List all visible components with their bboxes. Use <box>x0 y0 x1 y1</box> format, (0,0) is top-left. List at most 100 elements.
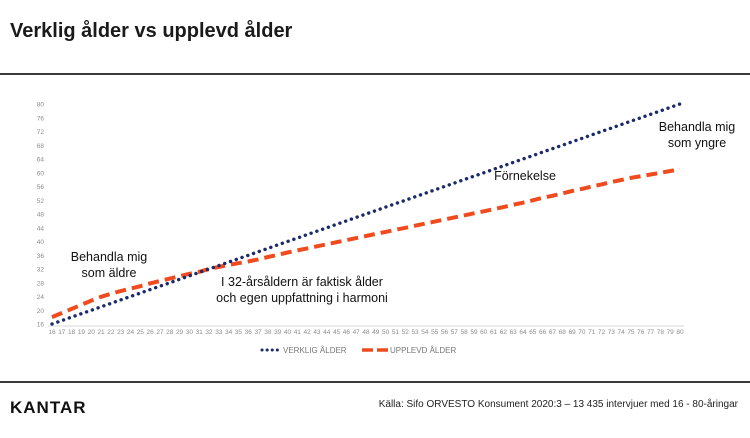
x-tick-label: 31 <box>196 329 204 336</box>
annotation-harmoni: I 32-årsåldern är faktisk ålder och egen … <box>216 275 388 305</box>
x-tick-label: 49 <box>372 329 380 336</box>
x-tick-label: 43 <box>313 329 321 336</box>
source-note: Källa: Sifo ORVESTO Konsument 2020:3 – 1… <box>378 399 738 410</box>
x-tick-label: 35 <box>235 329 243 336</box>
header-divider <box>0 73 750 75</box>
x-tick-label: 45 <box>333 329 341 336</box>
x-tick-label: 80 <box>676 329 684 336</box>
x-tick-label: 48 <box>362 329 370 336</box>
x-tick-label: 63 <box>510 329 518 336</box>
page-title: Verklig ålder vs upplevd ålder <box>10 20 293 42</box>
y-tick-label: 28 <box>37 280 45 287</box>
legend-label: VERKLIG ÅLDER <box>283 346 347 355</box>
series-line-upplevd <box>51 167 681 319</box>
x-tick-label: 61 <box>490 329 498 336</box>
x-tick-label: 32 <box>205 329 213 336</box>
x-tick-label: 46 <box>343 329 351 336</box>
x-tick-label: 29 <box>176 329 184 336</box>
y-tick-label: 48 <box>37 212 45 219</box>
x-axis: 16 17 18 19 20 21 22 23 24 25 26 27 28 29 30 31 32 33 34 35… <box>48 325 684 336</box>
x-tick-label: 55 <box>431 329 439 336</box>
x-tick-label: 52 <box>402 329 410 336</box>
y-tick-label: 16 <box>37 322 45 329</box>
x-tick-label: 51 <box>392 329 400 336</box>
y-tick-label: 32 <box>37 267 45 274</box>
x-tick-label: 72 <box>598 329 606 336</box>
x-tick-label: 56 <box>441 329 449 336</box>
x-tick-label: 69 <box>568 329 576 336</box>
y-tick-label: 20 <box>37 308 45 315</box>
y-tick-label: 24 <box>37 294 45 301</box>
x-tick-label: 40 <box>284 329 292 336</box>
y-tick-label: 44 <box>37 225 45 232</box>
x-tick-label: 44 <box>323 329 331 336</box>
x-tick-label: 77 <box>647 329 655 336</box>
x-tick-label: 25 <box>137 329 145 336</box>
x-tick-label: 76 <box>637 329 645 336</box>
y-tick-label: 80 <box>37 102 45 109</box>
x-tick-label: 60 <box>480 329 488 336</box>
x-tick-label: 39 <box>274 329 282 336</box>
y-tick-label: 60 <box>37 170 45 177</box>
x-tick-label: 75 <box>627 329 635 336</box>
y-tick-label: 36 <box>37 253 45 260</box>
x-tick-label: 18 <box>68 329 76 336</box>
series-layer <box>50 102 682 326</box>
x-tick-label: 66 <box>539 329 547 336</box>
x-tick-label: 30 <box>186 329 194 336</box>
x-tick-label: 68 <box>559 329 567 336</box>
x-tick-label: 37 <box>254 329 262 336</box>
x-tick-label: 26 <box>147 329 155 336</box>
x-tick-label: 70 <box>578 329 586 336</box>
x-tick-label: 73 <box>608 329 616 336</box>
kantar-logo: KANTAR <box>10 398 87 417</box>
y-tick-label: 56 <box>37 184 45 191</box>
chart-legend: VERKLIG ÅLDER UPPLEVD ÅLDER <box>260 346 456 355</box>
annotation-behandla-yngre: Behandla mig som yngre <box>659 120 735 150</box>
y-tick-label: 76 <box>37 115 45 122</box>
x-tick-label: 58 <box>461 329 469 336</box>
x-tick-label: 42 <box>304 329 312 336</box>
x-tick-label: 71 <box>588 329 596 336</box>
y-axis: 16 20 24 28 32 36 40 44 48 52 56 60 64 68 72 76 80 <box>37 102 45 329</box>
x-tick-label: 16 <box>48 329 56 336</box>
x-tick-label: 59 <box>470 329 478 336</box>
x-tick-label: 34 <box>225 329 233 336</box>
x-tick-label: 33 <box>215 329 223 336</box>
x-tick-label: 57 <box>451 329 459 336</box>
x-tick-label: 74 <box>618 329 626 336</box>
x-tick-label: 47 <box>353 329 361 336</box>
x-tick-label: 64 <box>519 329 527 336</box>
series-line-verklig <box>50 102 682 326</box>
x-tick-label: 62 <box>500 329 508 336</box>
annotation-behandla-aldre: Behandla mig som äldre <box>71 250 147 280</box>
x-tick-label: 27 <box>156 329 164 336</box>
x-tick-label: 24 <box>127 329 135 336</box>
x-tick-label: 21 <box>97 329 105 336</box>
y-tick-label: 52 <box>37 198 45 205</box>
x-tick-label: 67 <box>549 329 557 336</box>
x-tick-label: 54 <box>421 329 429 336</box>
x-tick-label: 65 <box>529 329 537 336</box>
x-tick-label: 38 <box>264 329 272 336</box>
x-tick-label: 22 <box>107 329 115 336</box>
y-tick-label: 72 <box>37 129 45 136</box>
x-tick-label: 50 <box>382 329 390 336</box>
y-tick-label: 64 <box>37 157 45 164</box>
y-tick-label: 68 <box>37 143 45 150</box>
x-tick-label: 78 <box>657 329 665 336</box>
x-tick-label: 28 <box>166 329 174 336</box>
x-tick-label: 36 <box>245 329 253 336</box>
x-tick-label: 53 <box>411 329 419 336</box>
legend-label: UPPLEVD ÅLDER <box>390 346 456 355</box>
x-tick-label: 79 <box>667 329 675 336</box>
x-tick-label: 20 <box>88 329 96 336</box>
annotation-layer: Behandla mig som yngre Förnekelse Behandla … <box>71 120 735 305</box>
x-tick-label: 41 <box>294 329 302 336</box>
annotation-fornekelse: Förnekelse <box>494 169 556 183</box>
x-tick-label: 23 <box>117 329 125 336</box>
footer-divider <box>0 381 750 383</box>
x-tick-label: 19 <box>78 329 86 336</box>
x-tick-label: 17 <box>58 329 66 336</box>
